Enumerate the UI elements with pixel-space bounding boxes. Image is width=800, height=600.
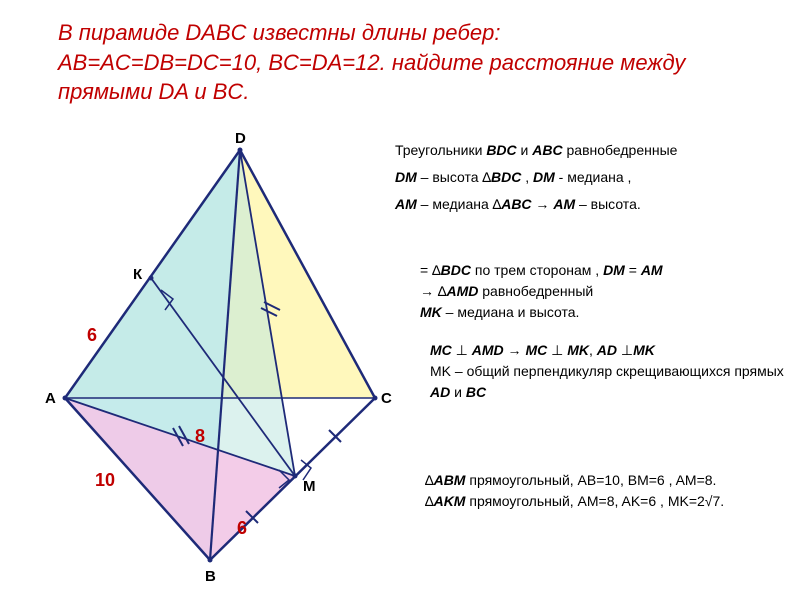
edge-label-8: 8 <box>195 426 205 447</box>
text: ABC <box>501 196 531 212</box>
text: BC <box>466 384 486 400</box>
text: и <box>450 384 466 400</box>
text: → <box>532 196 554 212</box>
text: → ∆ <box>420 283 446 299</box>
text: = ∆ <box>420 262 441 278</box>
text: AMD <box>472 342 504 358</box>
text: AM <box>553 196 575 212</box>
solution-step-4: ∆ABM прямоугольный, AB=10, BM=6 , AM=8. … <box>425 470 795 512</box>
vertex-label-k: К <box>133 266 142 283</box>
text: – высота. <box>575 196 641 212</box>
text: ∆ <box>425 472 434 488</box>
text: Треугольники <box>395 142 486 158</box>
text: прямоугольный, AM=8, AK=6 , MK=2√7. <box>465 493 724 509</box>
text: MC <box>430 342 452 358</box>
text: MK <box>633 342 655 358</box>
text: AD <box>430 384 450 400</box>
pyramid-diagram: A B C D M К 6 10 8 6 <box>45 130 385 590</box>
text: AD <box>597 342 617 358</box>
edge-label-10: 10 <box>95 470 115 491</box>
edge-label-6-top: 6 <box>87 325 97 346</box>
text: ABC <box>532 142 562 158</box>
text: DM <box>395 169 417 185</box>
edge-label-6-bot: 6 <box>237 518 247 539</box>
text: и <box>517 142 533 158</box>
solution-step-1: Треугольники BDC и ABC равнобедренные DM… <box>395 140 795 221</box>
text: – медиана и высота. <box>442 304 580 320</box>
text: ⊥ <box>452 342 472 358</box>
vertex-label-d: D <box>235 130 246 147</box>
text: равнобедренный <box>478 283 593 299</box>
text: ABM <box>434 472 466 488</box>
text: MK – общий перпендикуляр скрещивающихся … <box>430 363 784 379</box>
text: AKM <box>434 493 466 509</box>
text: – медиана ∆ <box>417 196 501 212</box>
solution-step-3: MC ⊥ AMD → MC ⊥ MK, AD ⊥MK MK – общий пе… <box>430 340 800 403</box>
text: BDC <box>491 169 521 185</box>
vertex-label-m: M <box>303 478 316 495</box>
text: BDC <box>441 262 471 278</box>
solution-step-2: = ∆BDC по трем сторонам , DM = AM → ∆AMD… <box>420 260 790 323</box>
text: MC <box>525 342 547 358</box>
text: прямоугольный, AB=10, BM=6 , AM=8. <box>465 472 716 488</box>
text: , <box>589 342 597 358</box>
text: DM <box>603 262 625 278</box>
problem-title: В пирамиде DABC известны длины ребер: AB… <box>58 18 698 107</box>
text: – высота ∆ <box>417 169 491 185</box>
text: , <box>521 169 533 185</box>
text: MK <box>420 304 442 320</box>
vertex-label-a: A <box>45 390 56 407</box>
text: ∆ <box>425 493 434 509</box>
vertex-label-c: C <box>381 390 392 407</box>
text: DM <box>533 169 555 185</box>
text: BDC <box>486 142 516 158</box>
text: AM <box>641 262 663 278</box>
text: ⊥ <box>547 342 567 358</box>
text: - медиана , <box>555 169 632 185</box>
text: AMD <box>446 283 478 299</box>
text: = <box>625 262 641 278</box>
text: AM <box>395 196 417 212</box>
text: ⊥ <box>617 342 633 358</box>
text: по трем сторонам , <box>471 262 603 278</box>
text: равнобедренные <box>563 142 678 158</box>
text: → <box>504 342 526 358</box>
text: MK <box>567 342 589 358</box>
vertex-label-b: B <box>205 568 216 585</box>
